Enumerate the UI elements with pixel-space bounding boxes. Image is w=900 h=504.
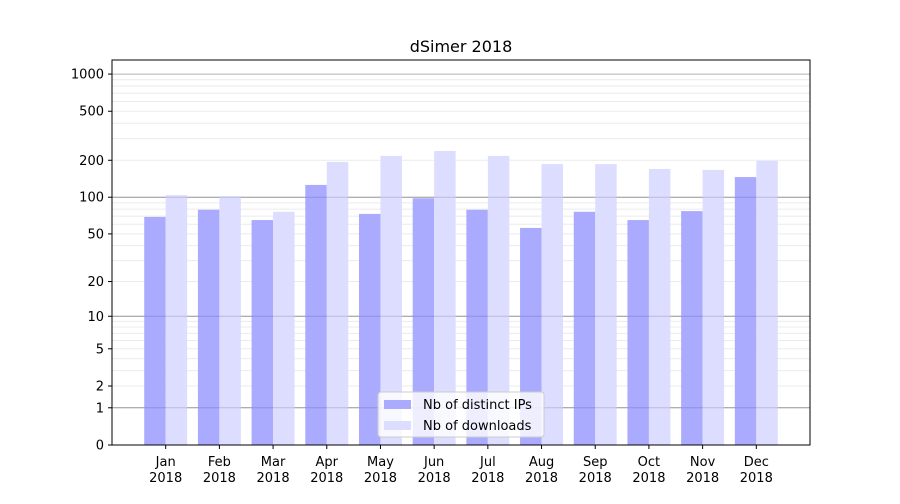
bar-downloads [541,164,564,445]
x-tick-label: Jun 2018 [418,455,451,486]
x-tick-label: Jan 2018 [149,455,182,486]
x-tick-label: Nov 2018 [686,455,719,486]
bar-downloads [326,161,349,445]
bar-ips [573,211,596,445]
legend-label: Nb of distinct IPs [423,398,532,413]
legend-label: Nb of downloads [423,419,532,434]
bar-downloads [648,168,671,445]
bar-ips [681,211,703,445]
y-tick-label: 1 [96,401,104,416]
bar-downloads [219,196,241,445]
x-tick-label: Sep 2018 [579,455,612,486]
bar-downloads [380,155,402,445]
bar-downloads [165,195,188,445]
x-tick-label: Aug 2018 [525,455,558,486]
x-tick-label: Jul 2018 [471,455,504,486]
bar-downloads [595,164,617,445]
bar-ips [305,184,327,445]
bar-ips [197,209,220,445]
bar-downloads [273,211,295,445]
bar-ips [627,220,649,445]
bar-ips [251,220,274,445]
plot-frame [111,59,811,446]
bar-ips [734,177,757,446]
y-axis: 0 1 2 5 10 20 50 100 200 500 1000 [71,68,112,454]
bar-ips [520,227,542,445]
legend-box [377,391,545,438]
bar-ips [466,209,488,445]
bar-downloads [756,160,778,445]
legend-swatch [384,400,411,409]
bar-downloads [702,169,725,445]
x-tick-label: Mar 2018 [257,455,290,486]
bar-downloads [434,150,456,446]
y-tick-label: 5 [96,342,104,357]
y-tick-label: 500 [79,105,104,120]
y-tick-label: 1000 [71,68,104,83]
y-tick-label: 2 [96,380,104,395]
legend-swatch [384,421,411,430]
x-tick-label: May 2018 [364,455,397,486]
x-tick-label: Apr 2018 [310,455,343,486]
y-tick-label: 50 [87,227,104,242]
y-tick-label: 0 [96,439,104,454]
x-tick-label: Feb 2018 [203,455,236,486]
bar-downloads [487,155,510,445]
y-tick-label: 10 [87,310,104,325]
y-tick-label: 200 [79,154,104,169]
bar-ips [358,213,381,445]
bar-ips [412,198,435,445]
bar-ips [144,216,166,445]
y-tick-label: 20 [87,275,104,290]
y-tick-label: 100 [79,191,104,206]
bars [112,150,810,446]
x-tick-label: Oct 2018 [632,455,665,486]
legend: Nb of distinct IPs Nb of downloads [377,391,545,438]
x-axis: Jan 2018 Feb 2018 Mar 2018 Apr 2018 May 2018 Jun 20… [149,445,773,486]
chart-title: dSimer 2018 [410,37,513,56]
x-tick-label: Dec 2018 [740,455,773,486]
